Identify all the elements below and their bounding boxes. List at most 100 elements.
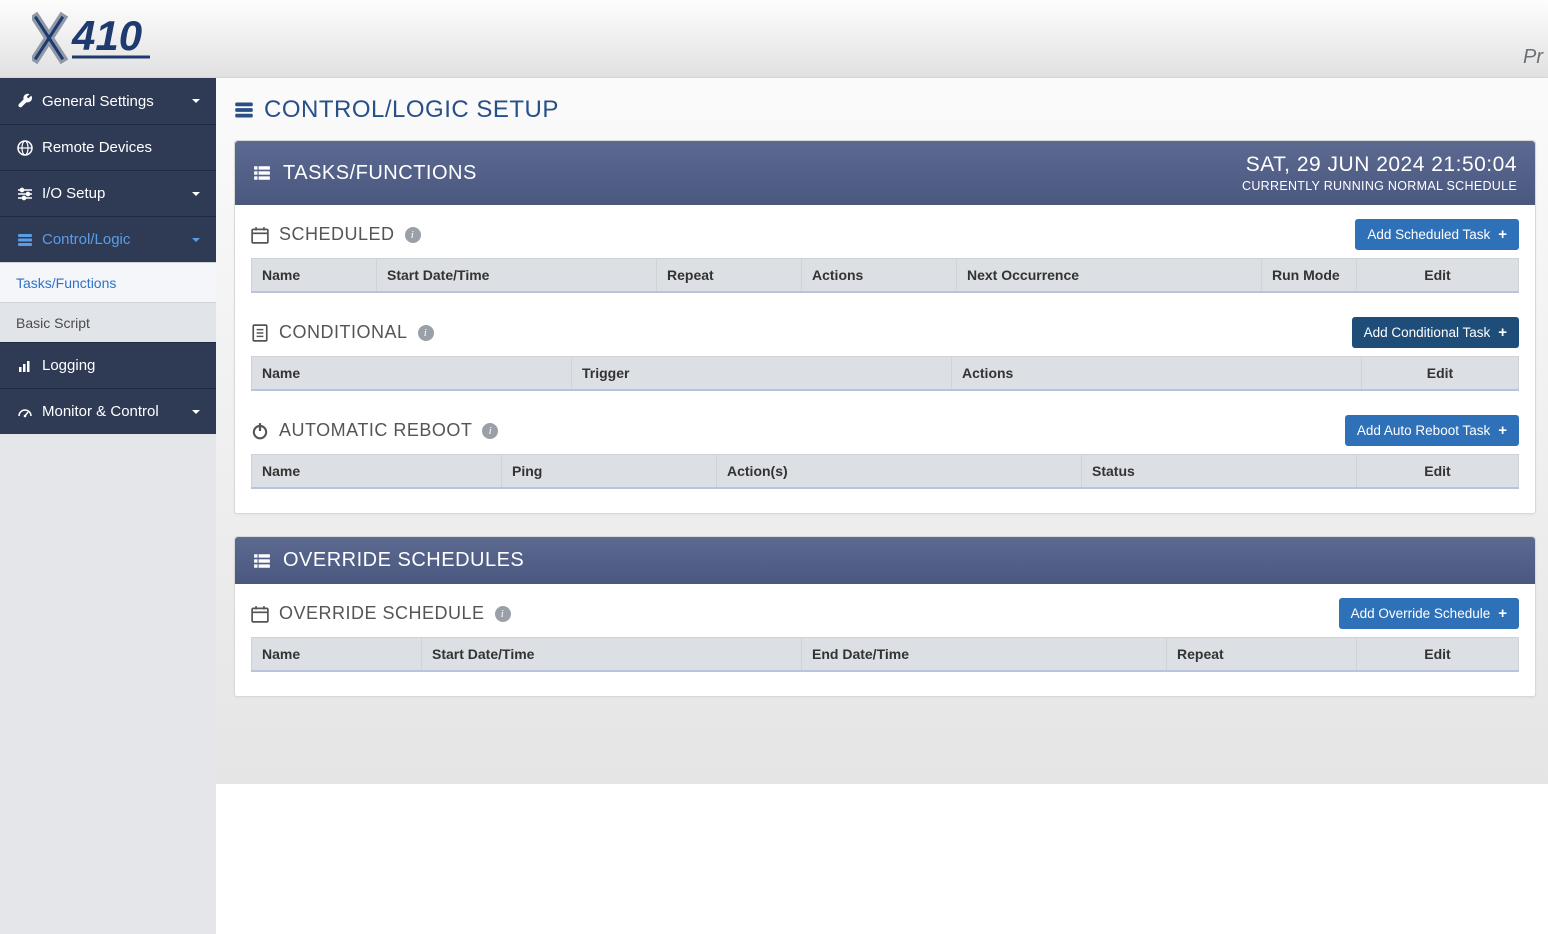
reboot-section: AUTOMATIC REBOOT i Add Auto Reboot Task …: [251, 415, 1519, 489]
override-panel-header: OVERRIDE SCHEDULES: [235, 537, 1535, 584]
reboot-section-head: AUTOMATIC REBOOT i Add Auto Reboot Task …: [251, 415, 1519, 446]
main-content: CONTROL/LOGIC SETUP TASKS/FUNCTIONS SAT,…: [216, 78, 1548, 934]
list-icon: [253, 164, 271, 182]
scheduled-section: SCHEDULED i Add Scheduled Task +: [251, 219, 1519, 293]
section-title-text: OVERRIDE SCHEDULE: [279, 603, 485, 624]
section-title-text: AUTOMATIC REBOOT: [279, 420, 472, 441]
add-auto-reboot-button[interactable]: Add Auto Reboot Task +: [1345, 415, 1519, 446]
panel-clock-block: SAT, 29 JUN 2024 21:50:04 CURRENTLY RUNN…: [1242, 153, 1517, 193]
bars-icon: [14, 358, 36, 374]
col-edit: Edit: [1362, 357, 1519, 391]
subnav-tasks-functions[interactable]: Tasks/Functions: [0, 262, 216, 302]
panel-title: OVERRIDE SCHEDULES: [283, 549, 524, 572]
col-start: Start Date/Time: [422, 638, 802, 672]
col-runmode: Run Mode: [1262, 259, 1357, 293]
nav-label: Control/Logic: [42, 231, 190, 248]
calendar-icon: [251, 605, 269, 623]
chevron-down-icon: [190, 188, 202, 200]
topbar-right-text: Pr: [1523, 46, 1543, 69]
nav-label: Remote Devices: [42, 139, 202, 156]
override-schedule-section: OVERRIDE SCHEDULE i Add Override Schedul…: [251, 598, 1519, 672]
subnav-basic-script[interactable]: Basic Script: [0, 302, 216, 342]
override-title: OVERRIDE SCHEDULE i: [251, 603, 511, 624]
scheduled-section-head: SCHEDULED i Add Scheduled Task +: [251, 219, 1519, 250]
nav-label: General Settings: [42, 93, 190, 110]
tasks-panel-header: TASKS/FUNCTIONS SAT, 29 JUN 2024 21:50:0…: [235, 141, 1535, 205]
override-section-head: OVERRIDE SCHEDULE i Add Override Schedul…: [251, 598, 1519, 629]
svg-text:410: 410: [71, 12, 142, 59]
nav-remote-devices[interactable]: Remote Devices: [0, 124, 216, 170]
subnav-label: Tasks/Functions: [16, 275, 116, 291]
reboot-title: AUTOMATIC REBOOT i: [251, 420, 498, 441]
add-scheduled-task-button[interactable]: Add Scheduled Task +: [1355, 219, 1519, 250]
info-icon[interactable]: i: [482, 423, 498, 439]
brand-logo: 410: [32, 10, 184, 66]
nav-monitor-control[interactable]: Monitor & Control: [0, 388, 216, 434]
plus-icon: +: [1498, 422, 1507, 439]
nav-general-settings[interactable]: General Settings: [0, 78, 216, 124]
nav-io-setup[interactable]: I/O Setup: [0, 170, 216, 216]
chevron-down-icon: [190, 234, 202, 246]
section-title-text: CONDITIONAL: [279, 322, 408, 343]
stack-icon: [234, 100, 254, 120]
sidebar-filler: [0, 434, 216, 934]
nav-label: Monitor & Control: [42, 403, 190, 420]
section-title-text: SCHEDULED: [279, 224, 395, 245]
info-icon[interactable]: i: [418, 325, 434, 341]
sidebar: General Settings Remote Devices I/O Setu…: [0, 78, 216, 934]
col-status: Status: [1082, 455, 1357, 489]
col-next: Next Occurrence: [957, 259, 1262, 293]
chevron-down-icon: [190, 406, 202, 418]
tasks-functions-panel: TASKS/FUNCTIONS SAT, 29 JUN 2024 21:50:0…: [234, 140, 1536, 514]
clock-subtext: CURRENTLY RUNNING NORMAL SCHEDULE: [1242, 179, 1517, 193]
col-actions: Actions: [802, 259, 957, 293]
conditional-table: Name Trigger Actions Edit: [251, 356, 1519, 391]
power-icon: [251, 422, 269, 440]
col-edit: Edit: [1357, 638, 1519, 672]
panel-title-block: OVERRIDE SCHEDULES: [253, 549, 524, 572]
page-title: CONTROL/LOGIC SETUP: [234, 96, 1536, 124]
col-edit: Edit: [1357, 259, 1519, 293]
plus-icon: +: [1498, 605, 1507, 622]
info-icon[interactable]: i: [405, 227, 421, 243]
calendar-icon: [251, 226, 269, 244]
override-schedules-panel: OVERRIDE SCHEDULES OVERRIDE SCHEDULE i: [234, 536, 1536, 697]
chevron-down-icon: [190, 95, 202, 107]
conditional-section-head: CONDITIONAL i Add Conditional Task +: [251, 317, 1519, 348]
button-label: Add Conditional Task: [1364, 325, 1491, 340]
button-label: Add Auto Reboot Task: [1357, 423, 1490, 438]
col-repeat: Repeat: [657, 259, 802, 293]
col-name: Name: [252, 357, 572, 391]
panel-title-block: TASKS/FUNCTIONS: [253, 162, 477, 185]
topbar: 410 Pr: [0, 0, 1548, 78]
scheduled-title: SCHEDULED i: [251, 224, 421, 245]
button-label: Add Override Schedule: [1351, 606, 1491, 621]
nav-logging[interactable]: Logging: [0, 342, 216, 388]
panel-title: TASKS/FUNCTIONS: [283, 162, 477, 185]
col-end: End Date/Time: [802, 638, 1167, 672]
list-icon: [253, 552, 271, 570]
stack-icon: [14, 232, 36, 248]
tasks-panel-body: SCHEDULED i Add Scheduled Task +: [235, 205, 1535, 513]
col-actions: Action(s): [717, 455, 1082, 489]
col-name: Name: [252, 259, 377, 293]
clock-text: SAT, 29 JUN 2024 21:50:04: [1242, 153, 1517, 177]
override-table: Name Start Date/Time End Date/Time Repea…: [251, 637, 1519, 672]
col-start: Start Date/Time: [377, 259, 657, 293]
col-edit: Edit: [1357, 455, 1519, 489]
override-panel-body: OVERRIDE SCHEDULE i Add Override Schedul…: [235, 584, 1535, 696]
add-override-schedule-button[interactable]: Add Override Schedule +: [1339, 598, 1519, 629]
nav-control-logic[interactable]: Control/Logic: [0, 216, 216, 262]
info-icon[interactable]: i: [495, 606, 511, 622]
globe-icon: [14, 140, 36, 156]
plus-icon: +: [1498, 324, 1507, 341]
conditional-section: CONDITIONAL i Add Conditional Task + Nam…: [251, 317, 1519, 391]
col-name: Name: [252, 638, 422, 672]
sliders-icon: [14, 186, 36, 202]
col-ping: Ping: [502, 455, 717, 489]
button-label: Add Scheduled Task: [1367, 227, 1490, 242]
nav-label: I/O Setup: [42, 185, 190, 202]
add-conditional-task-button[interactable]: Add Conditional Task +: [1352, 317, 1519, 348]
col-trigger: Trigger: [572, 357, 952, 391]
subnav-control-logic: Tasks/Functions Basic Script: [0, 262, 216, 342]
